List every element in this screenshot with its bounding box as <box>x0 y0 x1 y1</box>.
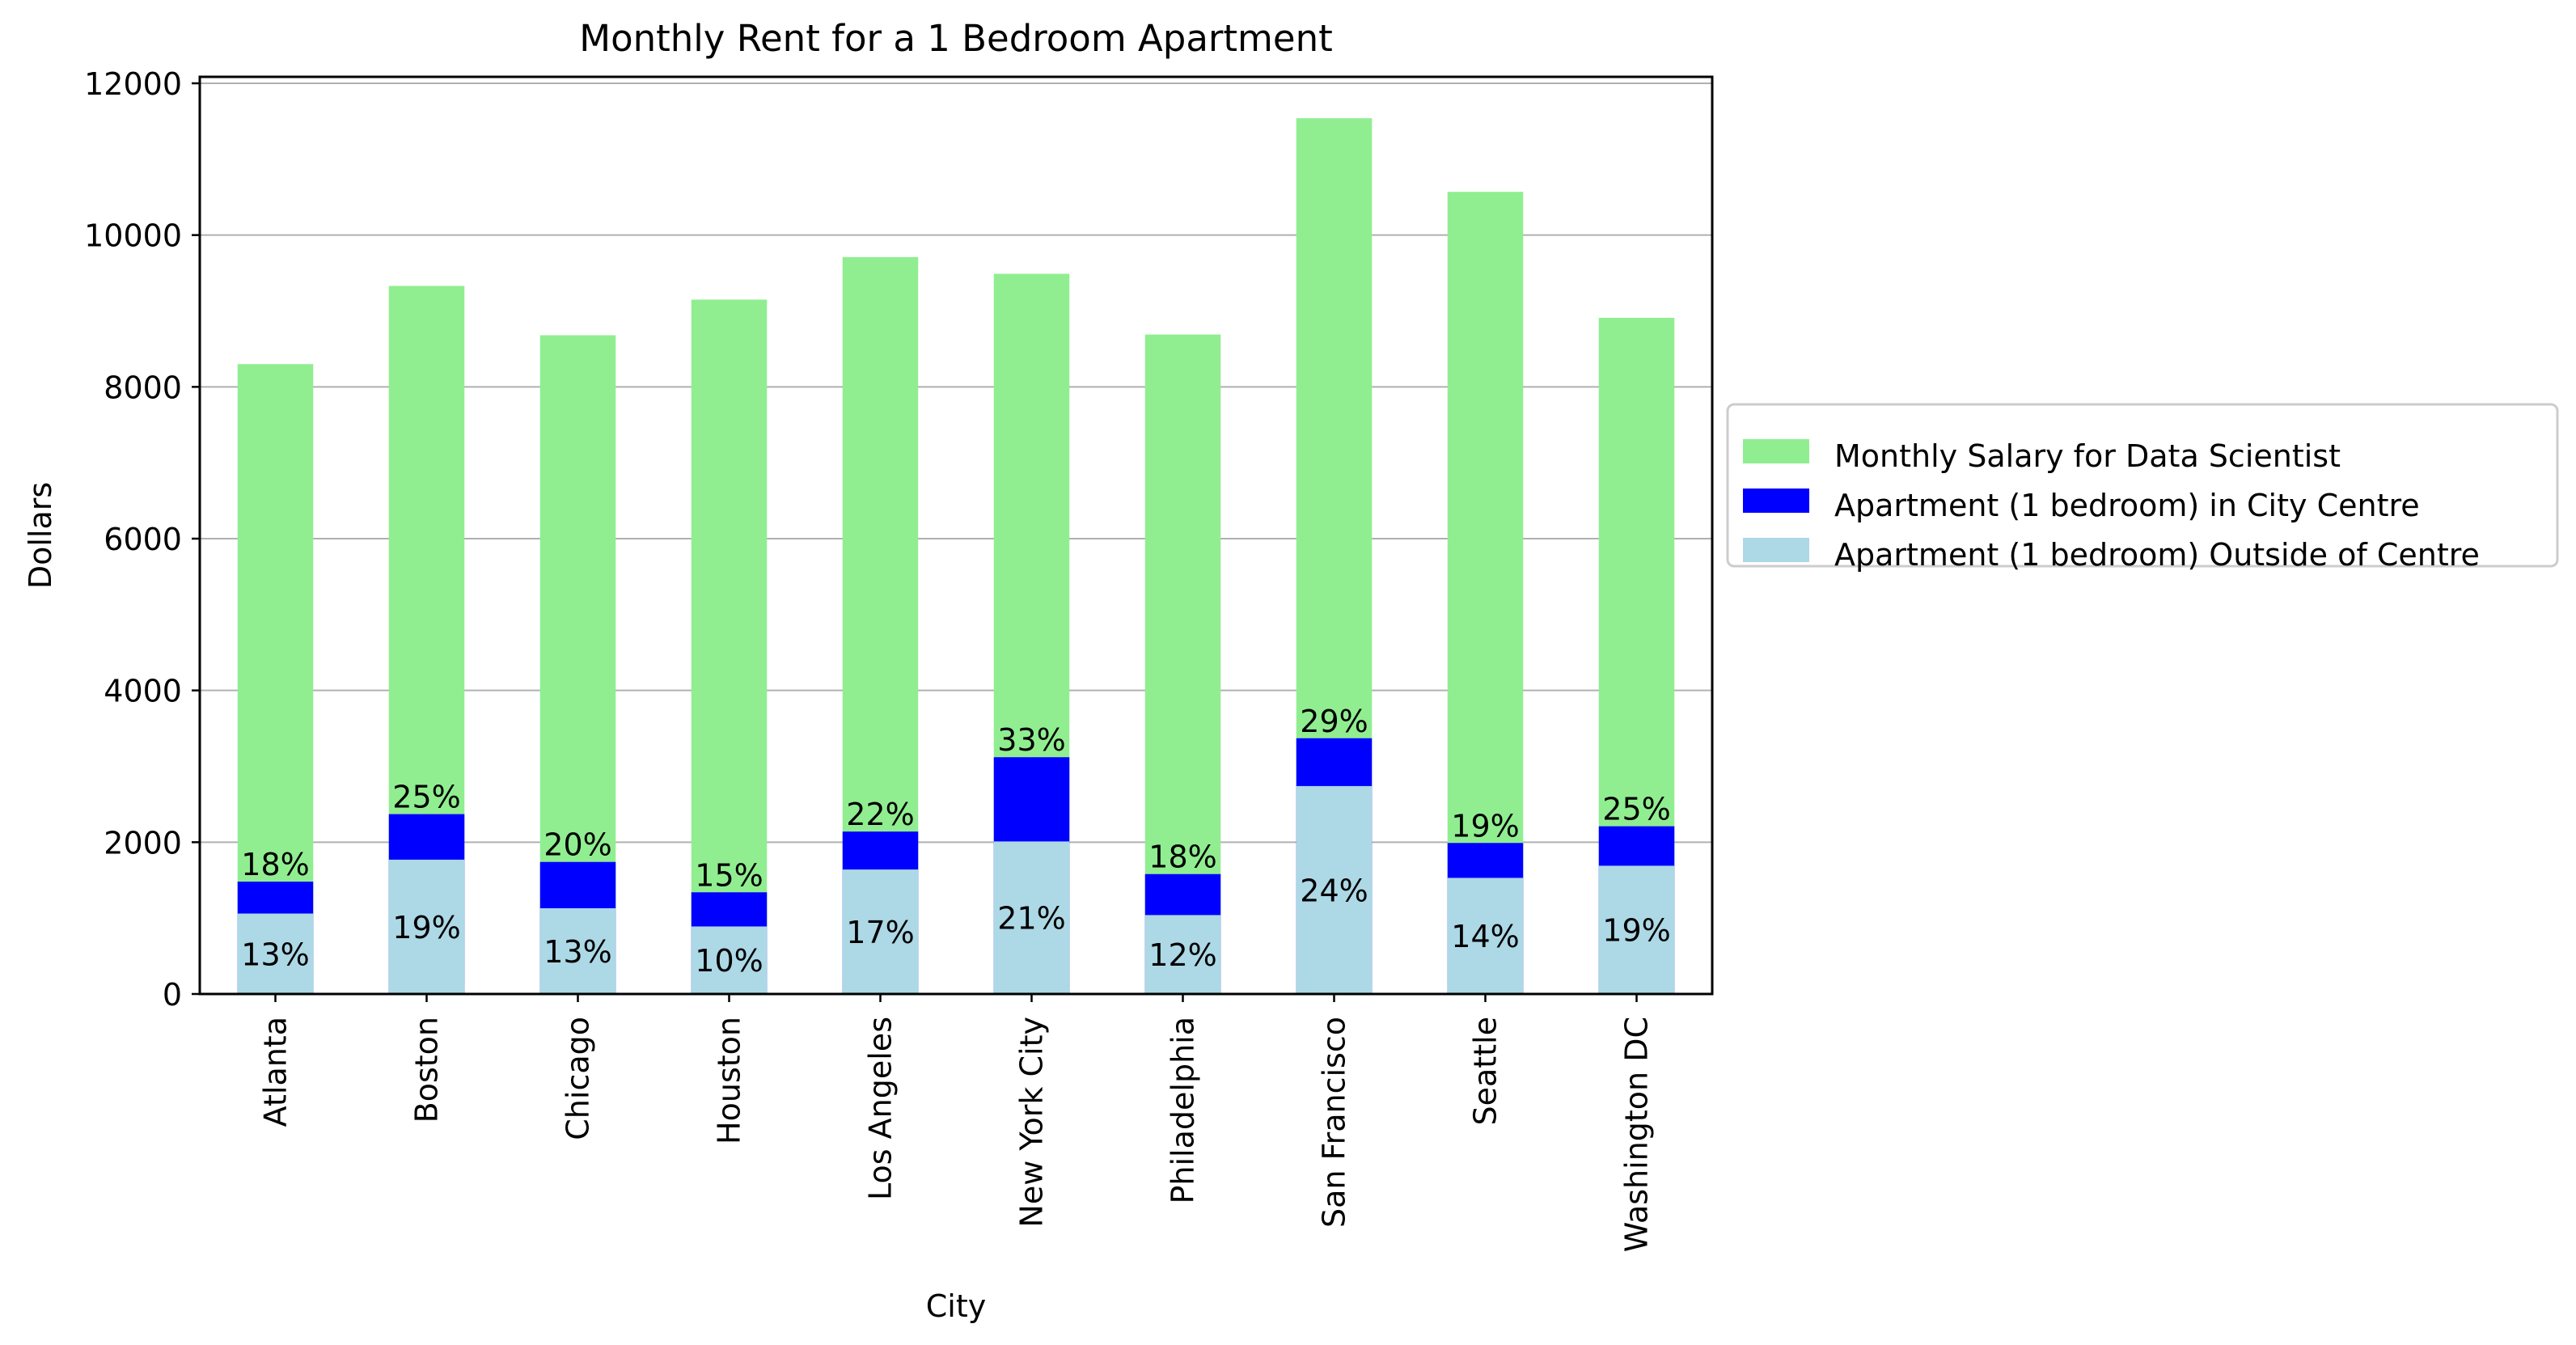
outside-pct-label: 10% <box>695 943 763 979</box>
y-tick-label: 2000 <box>104 825 182 861</box>
legend-swatch-apartment-1-bedroom-in-city-centre <box>1743 489 1809 513</box>
centre-pct-label: 18% <box>241 847 309 882</box>
y-tick-label: 4000 <box>104 674 182 709</box>
legend-label: Apartment (1 bedroom) in City Centre <box>1834 488 2420 523</box>
legend-swatch-apartment-1-bedroom-outside-of-centre <box>1743 538 1809 562</box>
centre-pct-label: 15% <box>695 857 763 893</box>
outside-pct-label: 19% <box>1602 913 1670 949</box>
legend-label: Monthly Salary for Data Scientist <box>1834 438 2341 474</box>
centre-pct-label: 19% <box>1451 808 1519 844</box>
centre-pct-label: 18% <box>1148 840 1216 875</box>
outside-pct-label: 13% <box>241 937 309 972</box>
x-tick-label: Seattle <box>1468 1017 1504 1126</box>
bar-apartment-1-bedroom-outside-of-centre-seattle <box>1447 878 1524 994</box>
x-tick-label: Houston <box>712 1017 747 1144</box>
x-tick-label: Atlanta <box>258 1017 294 1127</box>
bar-monthly-salary-for-data-scientist-houston <box>691 299 768 994</box>
x-tick-label: New York City <box>1014 1017 1050 1228</box>
outside-pct-label: 13% <box>544 934 611 970</box>
plot-frame <box>198 75 1714 996</box>
y-tick-label: 8000 <box>104 370 182 405</box>
bar-apartment-1-bedroom-outside-of-centre-philadelphia <box>1144 915 1221 994</box>
outside-pct-label: 24% <box>1300 873 1368 908</box>
centre-pct-label: 25% <box>1602 792 1670 827</box>
outside-pct-label: 21% <box>997 901 1065 937</box>
legend-frame <box>1726 403 2559 568</box>
legend-swatch-monthly-salary-for-data-scientist <box>1743 439 1809 463</box>
bar-apartment-1-bedroom-outside-of-centre-san-francisco <box>1296 785 1373 994</box>
bar-apartment-1-bedroom-outside-of-centre-new-york-city <box>993 841 1070 994</box>
bar-apartment-1-bedroom-outside-of-centre-houston <box>691 926 768 994</box>
bar-apartment-1-bedroom-outside-of-centre-chicago <box>539 907 616 994</box>
outside-pct-label: 14% <box>1451 919 1519 954</box>
legend: Monthly Salary for Data Scientist Apartme… <box>1726 403 2559 573</box>
bar-apartment-1-bedroom-outside-of-centre-atlanta <box>237 913 314 994</box>
bar-apartment-1-bedroom-outside-of-centre-boston <box>388 859 465 994</box>
x-axis-label: City <box>926 1288 986 1324</box>
outside-pct-label: 17% <box>846 915 914 950</box>
outside-pct-label: 19% <box>392 910 460 945</box>
chart-title: Monthly Rent for a 1 Bedroom Apartment <box>579 17 1332 60</box>
data-labels: 18% 25% 20% 15% 22% 33% 18% 29% 19% 25% 13% 19% 13% 1… <box>241 704 1670 979</box>
y-tick-label: 0 <box>163 977 182 1013</box>
legend-label: Apartment (1 bedroom) Outside of Centre <box>1834 537 2480 573</box>
y-tick-label: 6000 <box>104 522 182 557</box>
centre-pct-label: 20% <box>544 827 611 863</box>
centre-pct-label: 25% <box>392 780 460 815</box>
bar-apartment-1-bedroom-outside-of-centre-los-angeles <box>842 869 919 994</box>
x-tick-label: Philadelphia <box>1165 1017 1201 1204</box>
y-tick-label: 10000 <box>84 218 182 254</box>
centre-pct-label: 29% <box>1300 704 1368 739</box>
bars <box>237 118 1675 995</box>
x-tick-label: Washington DC <box>1619 1017 1655 1252</box>
y-tick-label: 12000 <box>84 66 182 102</box>
centre-pct-label: 33% <box>997 722 1065 758</box>
outside-pct-label: 12% <box>1148 937 1216 973</box>
x-tick-label: Boston <box>409 1017 445 1123</box>
x-axis: Atlanta Boston Chicago Houston Los Angeles Ne… <box>258 994 1655 1252</box>
x-tick-label: Los Angeles <box>863 1017 899 1200</box>
x-tick-label: San Francisco <box>1317 1017 1352 1228</box>
x-tick-label: Chicago <box>560 1017 596 1140</box>
y-axis: 0 2000 4000 6000 8000 10000 12000 <box>84 66 200 1013</box>
bar-apartment-1-bedroom-outside-of-centre-washington-dc <box>1598 865 1675 994</box>
y-axis-label: Dollars <box>23 482 58 589</box>
centre-pct-label: 22% <box>846 797 914 832</box>
